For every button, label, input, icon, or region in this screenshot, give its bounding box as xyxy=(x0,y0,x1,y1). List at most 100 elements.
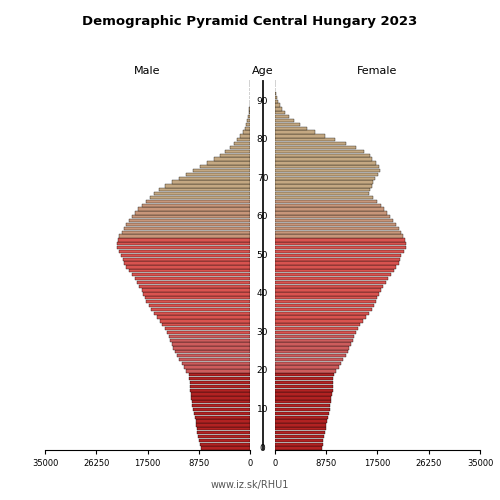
Bar xyxy=(134,277,250,280)
Bar xyxy=(172,180,250,184)
Bar xyxy=(149,304,250,307)
Bar xyxy=(275,304,374,307)
Bar xyxy=(238,138,250,141)
Bar xyxy=(275,223,396,226)
Bar xyxy=(230,146,250,149)
Bar xyxy=(122,230,250,234)
Bar xyxy=(275,427,326,430)
Bar xyxy=(192,400,250,404)
Bar xyxy=(174,346,250,350)
Bar xyxy=(275,431,325,434)
Bar xyxy=(275,416,328,419)
Bar xyxy=(275,196,372,199)
Text: Demographic Pyramid Central Hungary 2023: Demographic Pyramid Central Hungary 2023 xyxy=(82,15,417,28)
Bar xyxy=(275,331,355,334)
Bar xyxy=(193,408,250,411)
Text: 40: 40 xyxy=(257,290,268,298)
Bar xyxy=(275,404,330,407)
Bar xyxy=(275,388,332,392)
Bar xyxy=(188,373,250,376)
Bar xyxy=(196,424,250,426)
Bar xyxy=(275,250,404,253)
Bar xyxy=(275,424,326,426)
Text: 20: 20 xyxy=(257,366,268,376)
Bar xyxy=(275,366,338,369)
Bar xyxy=(275,312,368,315)
Text: 80: 80 xyxy=(257,135,268,144)
Bar xyxy=(275,238,405,242)
Bar xyxy=(275,288,381,292)
Bar xyxy=(220,154,250,157)
Bar xyxy=(195,416,250,419)
Bar xyxy=(275,258,400,261)
Bar xyxy=(200,442,250,446)
Bar xyxy=(275,180,374,184)
Bar xyxy=(275,212,388,214)
Title: Female: Female xyxy=(357,66,398,76)
Bar xyxy=(126,223,250,226)
Bar xyxy=(189,377,250,380)
Bar xyxy=(132,273,250,276)
Bar xyxy=(124,262,250,264)
Bar xyxy=(249,111,250,114)
Bar xyxy=(275,226,398,230)
Bar xyxy=(160,319,250,322)
Bar xyxy=(184,366,250,369)
Bar xyxy=(146,300,250,304)
Bar xyxy=(275,173,378,176)
Bar xyxy=(275,266,396,268)
Bar xyxy=(275,446,322,450)
Bar xyxy=(275,412,328,415)
Bar xyxy=(145,296,250,300)
Bar xyxy=(208,161,250,164)
Bar xyxy=(240,134,250,138)
Bar xyxy=(246,122,250,126)
Bar xyxy=(275,358,344,361)
Bar xyxy=(275,319,362,322)
Bar xyxy=(136,212,250,214)
Bar xyxy=(275,373,334,376)
Bar xyxy=(129,269,250,272)
Bar xyxy=(194,169,250,172)
Bar xyxy=(165,184,250,188)
Bar xyxy=(192,404,250,407)
Bar xyxy=(116,242,250,246)
Bar xyxy=(132,215,250,218)
Bar xyxy=(275,346,349,350)
Bar xyxy=(151,308,250,311)
Bar xyxy=(275,308,372,311)
Bar xyxy=(154,192,250,196)
Bar xyxy=(150,196,250,199)
Bar xyxy=(275,204,381,207)
Bar xyxy=(275,323,360,326)
Bar xyxy=(198,431,250,434)
Bar xyxy=(275,150,364,153)
Bar xyxy=(123,258,250,261)
Text: 90: 90 xyxy=(257,96,268,106)
Bar xyxy=(275,338,353,342)
Bar xyxy=(275,242,406,246)
Text: 30: 30 xyxy=(257,328,268,337)
Bar xyxy=(200,165,250,168)
Bar xyxy=(124,226,250,230)
Bar xyxy=(275,215,390,218)
Text: 60: 60 xyxy=(257,212,268,222)
Bar xyxy=(275,246,406,250)
Bar xyxy=(275,273,391,276)
Text: 0: 0 xyxy=(260,444,266,452)
Bar xyxy=(275,158,372,160)
Bar xyxy=(120,234,250,238)
Bar xyxy=(275,300,376,304)
Bar xyxy=(275,111,285,114)
Bar xyxy=(275,176,375,180)
Bar xyxy=(146,200,250,203)
Bar xyxy=(275,108,282,110)
Bar xyxy=(182,362,250,365)
Bar xyxy=(275,362,341,365)
Bar xyxy=(275,154,370,157)
Bar xyxy=(178,176,250,180)
Bar xyxy=(144,292,250,296)
Bar xyxy=(168,334,250,338)
Bar xyxy=(186,370,250,372)
Bar xyxy=(196,420,250,422)
